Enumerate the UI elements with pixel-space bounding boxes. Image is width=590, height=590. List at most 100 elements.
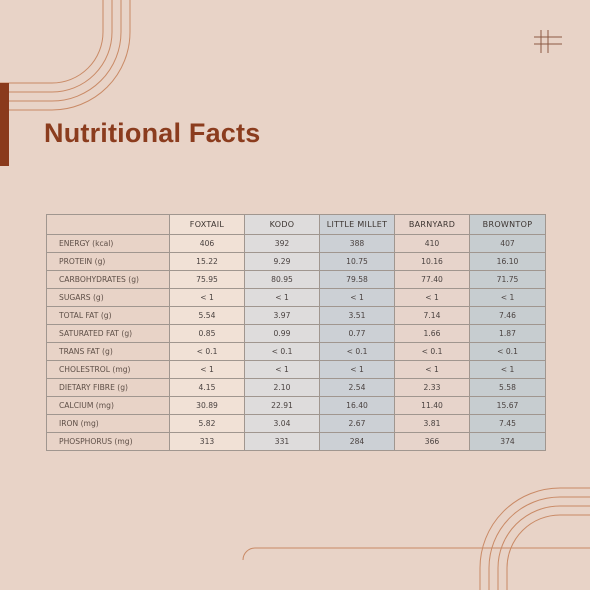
cell-little-millet: 10.75 bbox=[319, 252, 395, 271]
cell-kodo: 392 bbox=[244, 234, 320, 253]
cell-barnyard: < 1 bbox=[394, 288, 470, 307]
cell-kodo: 331 bbox=[244, 432, 320, 451]
top-left-arc-3 bbox=[0, 0, 113, 93]
accent-bar bbox=[0, 83, 9, 166]
top-left-arc-1 bbox=[0, 0, 131, 111]
column-header-barnyard: BARNYARD bbox=[394, 214, 470, 235]
cell-foxtail: 0.85 bbox=[169, 324, 245, 343]
row-label: SATURATED FAT (g) bbox=[46, 324, 170, 343]
cell-kodo: 2.10 bbox=[244, 378, 320, 397]
table-row: PROTEIN (g) 15.22 9.29 10.75 10.16 16.10 bbox=[46, 252, 546, 271]
column-header-foxtail: FOXTAIL bbox=[169, 214, 245, 235]
cell-browntop: < 0.1 bbox=[469, 342, 546, 361]
table-header-row: FOXTAIL KODO LITTLE MILLET BARNYARD BROW… bbox=[46, 214, 546, 235]
table-row: PHOSPHORUS (mg) 313 331 284 366 374 bbox=[46, 432, 546, 451]
table-row: IRON (mg) 5.82 3.04 2.67 3.81 7.45 bbox=[46, 414, 546, 433]
cell-foxtail: < 1 bbox=[169, 360, 245, 379]
cell-little-millet: 79.58 bbox=[319, 270, 395, 289]
table-row: ENERGY (kcal) 406 392 388 410 407 bbox=[46, 234, 546, 253]
table-row: TRANS FAT (g) < 0.1 < 0.1 < 0.1 < 0.1 < … bbox=[46, 342, 546, 361]
cell-little-millet: < 1 bbox=[319, 288, 395, 307]
header-corner-cell bbox=[46, 214, 170, 235]
cell-foxtail: < 0.1 bbox=[169, 342, 245, 361]
table-row: SATURATED FAT (g) 0.85 0.99 0.77 1.66 1.… bbox=[46, 324, 546, 343]
column-header-kodo: KODO bbox=[244, 214, 320, 235]
cell-little-millet: 388 bbox=[319, 234, 395, 253]
cell-kodo: 0.99 bbox=[244, 324, 320, 343]
bottom-right-arc-3 bbox=[497, 505, 590, 590]
cell-kodo: 22.91 bbox=[244, 396, 320, 415]
nutrition-table: FOXTAIL KODO LITTLE MILLET BARNYARD BROW… bbox=[46, 214, 546, 451]
bottom-right-arc-4 bbox=[506, 514, 590, 590]
cell-barnyard: 7.14 bbox=[394, 306, 470, 325]
cell-foxtail: < 1 bbox=[169, 288, 245, 307]
cell-foxtail: 75.95 bbox=[169, 270, 245, 289]
cell-barnyard: 10.16 bbox=[394, 252, 470, 271]
cell-kodo: < 0.1 bbox=[244, 342, 320, 361]
cell-kodo: 80.95 bbox=[244, 270, 320, 289]
cell-little-millet: 16.40 bbox=[319, 396, 395, 415]
top-left-arc-2 bbox=[0, 0, 122, 102]
cell-browntop: 71.75 bbox=[469, 270, 546, 289]
cell-little-millet: < 1 bbox=[319, 360, 395, 379]
top-left-arc-4 bbox=[0, 0, 104, 84]
cell-browntop: 5.58 bbox=[469, 378, 546, 397]
cell-foxtail: 15.22 bbox=[169, 252, 245, 271]
table-row: CARBOHYDRATES (g) 75.95 80.95 79.58 77.4… bbox=[46, 270, 546, 289]
cell-browntop: 15.67 bbox=[469, 396, 546, 415]
cell-foxtail: 406 bbox=[169, 234, 245, 253]
row-label: ENERGY (kcal) bbox=[46, 234, 170, 253]
cell-browntop: < 1 bbox=[469, 360, 546, 379]
cell-browntop: 407 bbox=[469, 234, 546, 253]
cell-browntop: 374 bbox=[469, 432, 546, 451]
cell-little-millet: 2.67 bbox=[319, 414, 395, 433]
cell-barnyard: < 0.1 bbox=[394, 342, 470, 361]
cell-barnyard: 11.40 bbox=[394, 396, 470, 415]
cell-foxtail: 4.15 bbox=[169, 378, 245, 397]
column-header-browntop: BROWNTOP bbox=[469, 214, 546, 235]
table-row: TOTAL FAT (g) 5.54 3.97 3.51 7.14 7.46 bbox=[46, 306, 546, 325]
table-row: DIETARY FIBRE (g) 4.15 2.10 2.54 2.33 5.… bbox=[46, 378, 546, 397]
row-label: TRANS FAT (g) bbox=[46, 342, 170, 361]
hash-icon bbox=[534, 30, 562, 53]
row-label: CARBOHYDRATES (g) bbox=[46, 270, 170, 289]
cell-barnyard: 3.81 bbox=[394, 414, 470, 433]
cell-barnyard: 366 bbox=[394, 432, 470, 451]
row-label: PROTEIN (g) bbox=[46, 252, 170, 271]
bottom-baseline-curve bbox=[242, 547, 590, 561]
cell-browntop: 7.45 bbox=[469, 414, 546, 433]
cell-browntop: 16.10 bbox=[469, 252, 546, 271]
cell-browntop: 1.87 bbox=[469, 324, 546, 343]
cell-little-millet: 284 bbox=[319, 432, 395, 451]
row-label: CHOLESTROL (mg) bbox=[46, 360, 170, 379]
cell-browntop: 7.46 bbox=[469, 306, 546, 325]
row-label: TOTAL FAT (g) bbox=[46, 306, 170, 325]
bottom-right-arc-2 bbox=[488, 496, 590, 590]
row-label: SUGARS (g) bbox=[46, 288, 170, 307]
cell-kodo: < 1 bbox=[244, 360, 320, 379]
page-title: Nutritional Facts bbox=[44, 118, 261, 148]
cell-foxtail: 313 bbox=[169, 432, 245, 451]
row-label: IRON (mg) bbox=[46, 414, 170, 433]
bottom-right-arc-1 bbox=[479, 487, 590, 590]
row-label: DIETARY FIBRE (g) bbox=[46, 378, 170, 397]
cell-little-millet: < 0.1 bbox=[319, 342, 395, 361]
table-row: SUGARS (g) < 1 < 1 < 1 < 1 < 1 bbox=[46, 288, 546, 307]
column-header-little-millet: LITTLE MILLET bbox=[319, 214, 395, 235]
cell-little-millet: 0.77 bbox=[319, 324, 395, 343]
cell-foxtail: 5.54 bbox=[169, 306, 245, 325]
cell-barnyard: 2.33 bbox=[394, 378, 470, 397]
cell-little-millet: 2.54 bbox=[319, 378, 395, 397]
table-row: CHOLESTROL (mg) < 1 < 1 < 1 < 1 < 1 bbox=[46, 360, 546, 379]
cell-kodo: < 1 bbox=[244, 288, 320, 307]
row-label: PHOSPHORUS (mg) bbox=[46, 432, 170, 451]
cell-barnyard: 410 bbox=[394, 234, 470, 253]
cell-barnyard: 1.66 bbox=[394, 324, 470, 343]
cell-barnyard: < 1 bbox=[394, 360, 470, 379]
cell-foxtail: 5.82 bbox=[169, 414, 245, 433]
cell-foxtail: 30.89 bbox=[169, 396, 245, 415]
row-label: CALCIUM (mg) bbox=[46, 396, 170, 415]
cell-kodo: 9.29 bbox=[244, 252, 320, 271]
cell-kodo: 3.97 bbox=[244, 306, 320, 325]
cell-little-millet: 3.51 bbox=[319, 306, 395, 325]
